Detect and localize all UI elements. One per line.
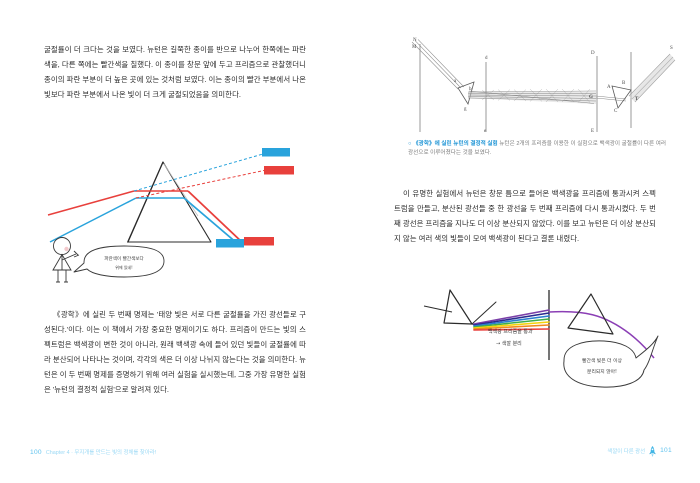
observer-figure (52, 237, 80, 283)
svg-text:d: d (485, 56, 488, 61)
right-speech-bubble: 빨간색 빛은 더 이상 분리되지 않아! (563, 335, 659, 388)
right-page: N M a b g d e D E G A B C T S (350, 0, 700, 483)
virtual-ray-blue (133, 153, 264, 192)
newton-crucis-figure: N M a b g d e D E G A B C T S (398, 32, 678, 142)
paper-virtual-blue (262, 148, 290, 157)
svg-text:g: g (464, 107, 467, 112)
footer-left: 100 Chapter 4 · 무지개를 만드는 빛의 정체를 찾아라! (30, 448, 157, 457)
right-paragraph-1: 이 유명한 실험에서 뉴턴은 창문 틈으로 들어온 백색광을 프리즘에 통과시켜… (394, 189, 656, 243)
svg-text:e: e (484, 129, 487, 134)
svg-text:D: D (591, 51, 595, 56)
left-illustration: 파란색이 빨간색보다 위에 있네! (47, 148, 308, 295)
svg-text:N: N (413, 38, 417, 43)
caption-lead: 《광학》에 실린 뉴턴의 결정적 실험 (413, 141, 498, 147)
page-number-right: 101 (660, 447, 672, 454)
svg-text:A: A (607, 85, 611, 90)
caption-bullet-icon: ○ (408, 141, 412, 147)
spectrum-bands (473, 309, 550, 331)
svg-text:C: C (614, 109, 618, 114)
svg-text:b: b (469, 87, 472, 92)
exit-beam-fill (629, 54, 675, 102)
incoming-beam (411, 39, 465, 90)
svg-text:a: a (454, 79, 457, 84)
right-bubble-line-2: 분리되지 않아! (587, 368, 617, 375)
speech-bubble-line-2: 위에 있네! (115, 264, 133, 270)
figure-labels: N M a b g d e D E G A B C T S (412, 38, 673, 134)
virtual-ray-red (135, 169, 267, 199)
svg-text:M: M (412, 45, 417, 50)
rocket-icon (649, 446, 656, 457)
svg-text:S: S (670, 46, 673, 51)
right-bubble-line-1: 빨간색 빛은 더 이상 (582, 357, 622, 364)
prism-2 (611, 85, 632, 109)
left-page: 굴절률이 더 크다는 것을 보였다. 뉴턴은 길쭉한 종이를 반으로 나누어 한… (30, 45, 308, 457)
selected-beam (595, 95, 627, 102)
annotation-line-2: → 색깔 분리 (496, 340, 522, 347)
svg-text:E: E (591, 129, 594, 134)
annotation-line-1: 백색광 프리즘을 통과 (488, 328, 533, 335)
footer-right: 색깔이 다른 광선 101 (607, 445, 672, 457)
ray-blue-incoming (49, 197, 137, 243)
speech-bubble-line-1: 파란색이 빨간색보다 (104, 255, 144, 262)
svg-text:T: T (635, 97, 639, 102)
left-paragraph-2: 《광학》에 실린 두 번째 명제는 '태양 빛은 서로 다른 굴절률을 가진 광… (44, 310, 306, 394)
ray-blue-exit (183, 197, 239, 245)
prism-outline (126, 161, 212, 243)
page-number-left: 100 (30, 448, 42, 456)
chapter-line-left: Chapter 4 · 무지개를 만드는 빛의 정체를 찾아라! (45, 450, 157, 456)
figure-caption: ○ 《광학》에 실린 뉴턴의 결정적 실험 뉴턴은 2개의 프리즘을 이용한 이… (408, 140, 666, 159)
sketch-prism-2 (567, 293, 614, 335)
speech-bubble: 파란색이 빨간색보다 위에 있네! (73, 245, 165, 278)
paper-virtual-red (264, 166, 294, 175)
chapter-line-right: 색깔이 다른 광선 (607, 448, 646, 455)
caption-text: 뉴턴은 2개의 프리즘을 이용한 이 실험으로 백색광이 굴절률이 다른 여러 … (408, 141, 667, 157)
paper-real (216, 237, 274, 248)
ray-red-exit (187, 190, 245, 245)
left-paragraph-1: 굴절률이 더 크다는 것을 보였다. 뉴턴은 길쭉한 종이를 반으로 나누어 한… (44, 45, 306, 99)
white-light-ray (423, 305, 453, 313)
svg-text:B: B (622, 81, 626, 86)
dispersion-fan (467, 88, 597, 104)
ray-red-incoming (47, 190, 135, 216)
right-illustration: 백색광 프리즘을 통과 → 색깔 분리 빨간색 빛은 더 이상 분리되지 않아! (378, 288, 678, 413)
prism-guide-line (163, 163, 199, 217)
svg-text:G: G (589, 95, 593, 100)
